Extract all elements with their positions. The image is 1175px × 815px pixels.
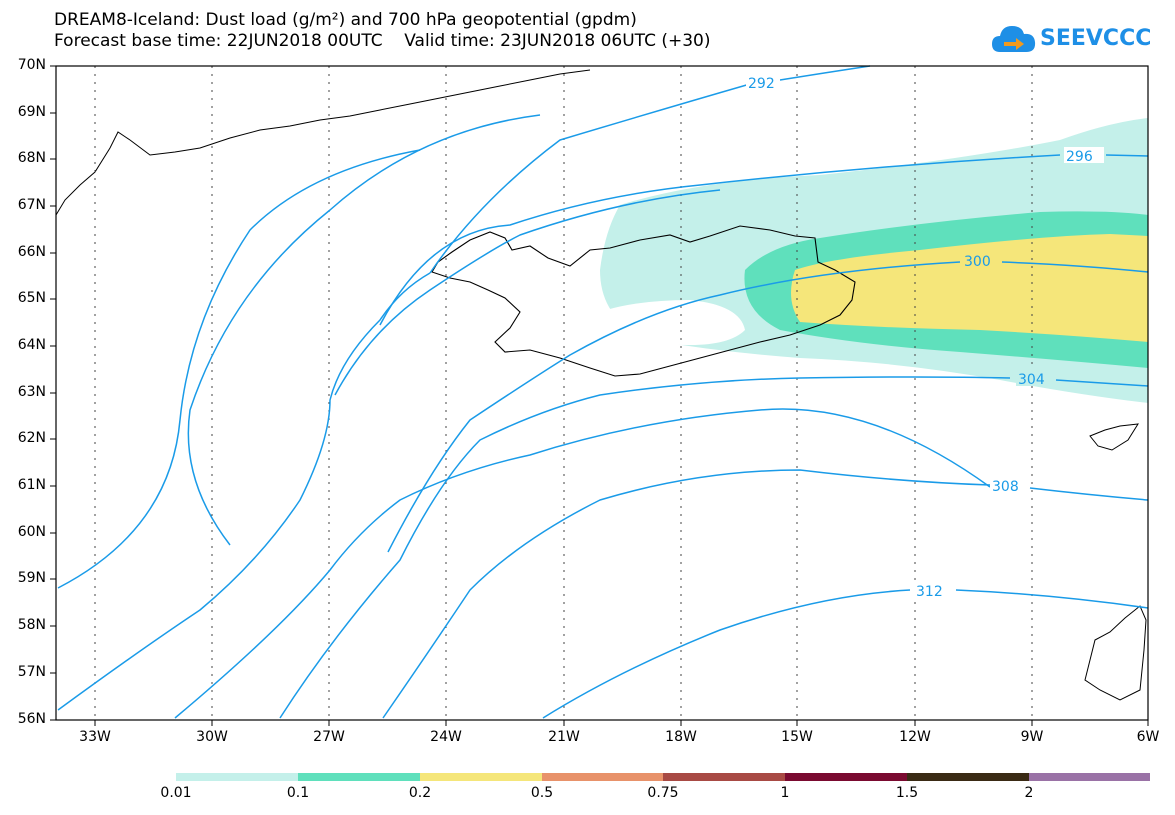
- lat-label: 64N: [17, 337, 46, 353]
- contour-308b: [382, 469, 991, 719]
- colorbar-label: 1: [780, 785, 790, 801]
- colorbar-swatch-3: [420, 773, 542, 781]
- lat-label: 57N: [17, 664, 46, 680]
- colorbar-swatch-5: [663, 773, 785, 781]
- colorbar-label: 2: [1024, 785, 1034, 801]
- contour-label-296: 296: [1066, 149, 1093, 165]
- lon-label: 33W: [79, 729, 111, 745]
- lat-label: 69N: [17, 104, 46, 120]
- lat-label: 65N: [17, 290, 46, 306]
- colorbar-swatch-8: [1029, 773, 1150, 781]
- contour-304: [279, 376, 1149, 719]
- scotland-coast: [1084, 605, 1147, 701]
- lat-label: 70N: [17, 57, 46, 73]
- map-title: DREAM8-Iceland: Dust load (g/m²) and 700…: [54, 10, 637, 30]
- colorbar-swatch-7: [907, 773, 1029, 781]
- lat-label: 58N: [17, 617, 46, 633]
- colorbar-label: 0.2: [408, 785, 432, 801]
- contour-312: [542, 589, 1149, 719]
- lon-label: 24W: [430, 729, 462, 745]
- logo-text: SEEVCCC: [1040, 26, 1152, 51]
- lon-label: 9W: [1020, 729, 1044, 745]
- contour-label-312: 312: [916, 584, 943, 600]
- iceland-coastline: [431, 225, 856, 377]
- lat-label: 68N: [17, 150, 46, 166]
- contour-label-292: 292: [748, 76, 775, 92]
- contour-300c: [387, 261, 1149, 553]
- colorbar: [176, 773, 1150, 781]
- lon-label: 27W: [313, 729, 345, 745]
- lon-label: 12W: [899, 729, 931, 745]
- lon-label: 21W: [548, 729, 580, 745]
- lat-label: 62N: [17, 430, 46, 446]
- contour-308: [174, 408, 1149, 719]
- colorbar-swatch-2: [298, 773, 420, 781]
- colorbar-swatch-1: [176, 773, 298, 781]
- lat-label: 67N: [17, 197, 46, 213]
- colorbar-label: 0.75: [647, 785, 679, 801]
- axis-ticks: [50, 65, 1149, 726]
- greenland-coastline: [55, 69, 591, 216]
- contour-300b: [57, 149, 421, 589]
- lat-label: 59N: [17, 570, 46, 586]
- cloud-icon: [992, 26, 1036, 52]
- colorbar-label: 0.01: [160, 785, 192, 801]
- dust-load-fill: [580, 118, 1148, 403]
- lat-label: 63N: [17, 384, 46, 400]
- colorbar-label: 1.5: [895, 785, 919, 801]
- lon-label: 18W: [665, 729, 697, 745]
- lat-label: 66N: [17, 244, 46, 260]
- forecast-times: Forecast base time: 22JUN2018 00UTC Vali…: [54, 31, 711, 51]
- colorbar-label: 0.1: [286, 785, 310, 801]
- lat-label: 56N: [17, 711, 46, 727]
- dust-high-area: [791, 234, 1148, 342]
- lon-label: 6W: [1136, 729, 1160, 745]
- seevccc-logo: SEEVCCC: [990, 22, 1152, 58]
- lat-label: 60N: [17, 524, 46, 540]
- lon-label: 30W: [196, 729, 228, 745]
- faroe-islands-coast: [1089, 423, 1139, 451]
- contour-label-304: 304: [1018, 372, 1045, 388]
- geopotential-contours: [57, 65, 1149, 719]
- contour-label-308: 308: [992, 479, 1019, 495]
- contour-extra-west: [57, 272, 431, 711]
- contour-296: [379, 154, 1149, 326]
- colorbar-label: 0.5: [530, 785, 554, 801]
- dust-free-area: [580, 300, 745, 345]
- contour-292: [429, 65, 871, 274]
- contour-300: [187, 114, 721, 546]
- colorbar-swatch-6: [785, 773, 907, 781]
- map-grid: [94, 66, 1033, 720]
- lat-label: 61N: [17, 477, 46, 493]
- lon-label: 15W: [781, 729, 813, 745]
- contour-label-300: 300: [964, 254, 991, 270]
- colorbar-swatch-4: [542, 773, 663, 781]
